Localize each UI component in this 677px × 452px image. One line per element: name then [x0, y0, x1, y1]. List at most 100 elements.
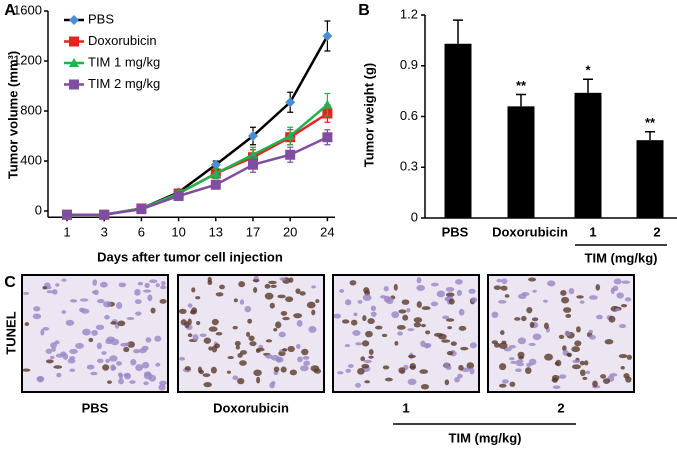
cell: [40, 329, 45, 336]
cell: [589, 334, 596, 340]
cell: [160, 285, 167, 290]
cell: [543, 322, 549, 330]
cell: [508, 357, 515, 361]
cell: [289, 369, 298, 376]
marker: [69, 36, 79, 47]
x-tick-label: 6: [138, 224, 145, 239]
cell: [198, 369, 204, 375]
cell: [391, 311, 400, 319]
y-tick-label: 1600: [13, 2, 42, 17]
marker: [285, 131, 296, 140]
cell: [190, 309, 196, 315]
cell: [344, 343, 351, 348]
cell: [368, 355, 374, 359]
cell: [349, 280, 357, 286]
cell: [337, 371, 344, 375]
cell: [566, 352, 572, 357]
cell: [568, 288, 575, 295]
cell: [493, 285, 502, 290]
cell: [296, 343, 301, 349]
cell: [129, 380, 136, 384]
cell: [446, 350, 454, 356]
cell: [154, 335, 162, 342]
cell: [69, 356, 76, 360]
cell: [278, 331, 286, 338]
marker: [285, 97, 296, 108]
series-line: [67, 136, 328, 216]
x-tick-label: 1: [63, 224, 70, 239]
cell: [104, 314, 110, 320]
group-label: TIM (mg/kg): [449, 430, 522, 445]
cell: [456, 289, 463, 297]
cell: [282, 348, 288, 352]
cell: [565, 313, 572, 319]
cell: [416, 276, 422, 284]
cell: [137, 281, 143, 286]
cell: [246, 331, 251, 337]
cell: [532, 289, 537, 293]
cell: [308, 325, 317, 333]
cell: [547, 280, 556, 287]
cell: [413, 322, 422, 328]
cell: [120, 342, 129, 347]
cell: [421, 306, 431, 311]
cell: [51, 346, 56, 352]
cell: [354, 382, 362, 388]
cell: [211, 345, 218, 353]
cell: [115, 302, 123, 310]
cell: [458, 364, 464, 371]
cell: [445, 318, 455, 322]
cell: [56, 372, 62, 378]
cell: [203, 381, 212, 388]
marker: [322, 132, 333, 143]
cell: [450, 341, 457, 346]
cell: [501, 379, 509, 384]
cell: [147, 294, 153, 302]
cell: [509, 381, 516, 387]
cell: [311, 309, 316, 316]
cell: [406, 307, 411, 313]
cell: [469, 367, 475, 375]
cell: [273, 328, 278, 332]
marker: [322, 99, 333, 109]
cell: [588, 329, 593, 334]
x-tick-label: 20: [283, 224, 297, 239]
cell: [604, 339, 614, 345]
cell: [91, 329, 98, 336]
cell: [363, 359, 372, 364]
cell: [69, 299, 78, 303]
cell: [521, 315, 527, 322]
cell: [621, 280, 631, 284]
cell: [44, 282, 51, 288]
y-tick-label: 0.3: [400, 159, 418, 174]
cell: [585, 370, 591, 375]
cell: [352, 329, 361, 336]
cell: [362, 315, 367, 322]
cell: [233, 298, 238, 303]
cell: [407, 378, 417, 386]
x-tick-label: PBS: [442, 224, 469, 239]
x-tick-label: 24: [320, 224, 334, 239]
cell: [301, 348, 309, 356]
cell: [528, 277, 537, 282]
cell: [561, 296, 570, 304]
cell: [280, 366, 287, 373]
cell: [500, 330, 505, 336]
cell: [367, 318, 375, 325]
cell: [196, 320, 201, 326]
marker: [136, 204, 147, 215]
cell: [397, 331, 403, 336]
cell: [443, 362, 449, 368]
cell: [302, 355, 310, 360]
image-label: 2: [557, 400, 564, 415]
cell: [518, 293, 527, 300]
cell: [612, 285, 619, 292]
cell: [277, 294, 286, 299]
cell: [235, 345, 240, 350]
micrograph-border: [177, 274, 325, 393]
cell: [239, 350, 248, 355]
cell: [144, 282, 150, 289]
cell: [407, 328, 415, 332]
cell: [600, 374, 607, 379]
cell: [596, 314, 603, 320]
